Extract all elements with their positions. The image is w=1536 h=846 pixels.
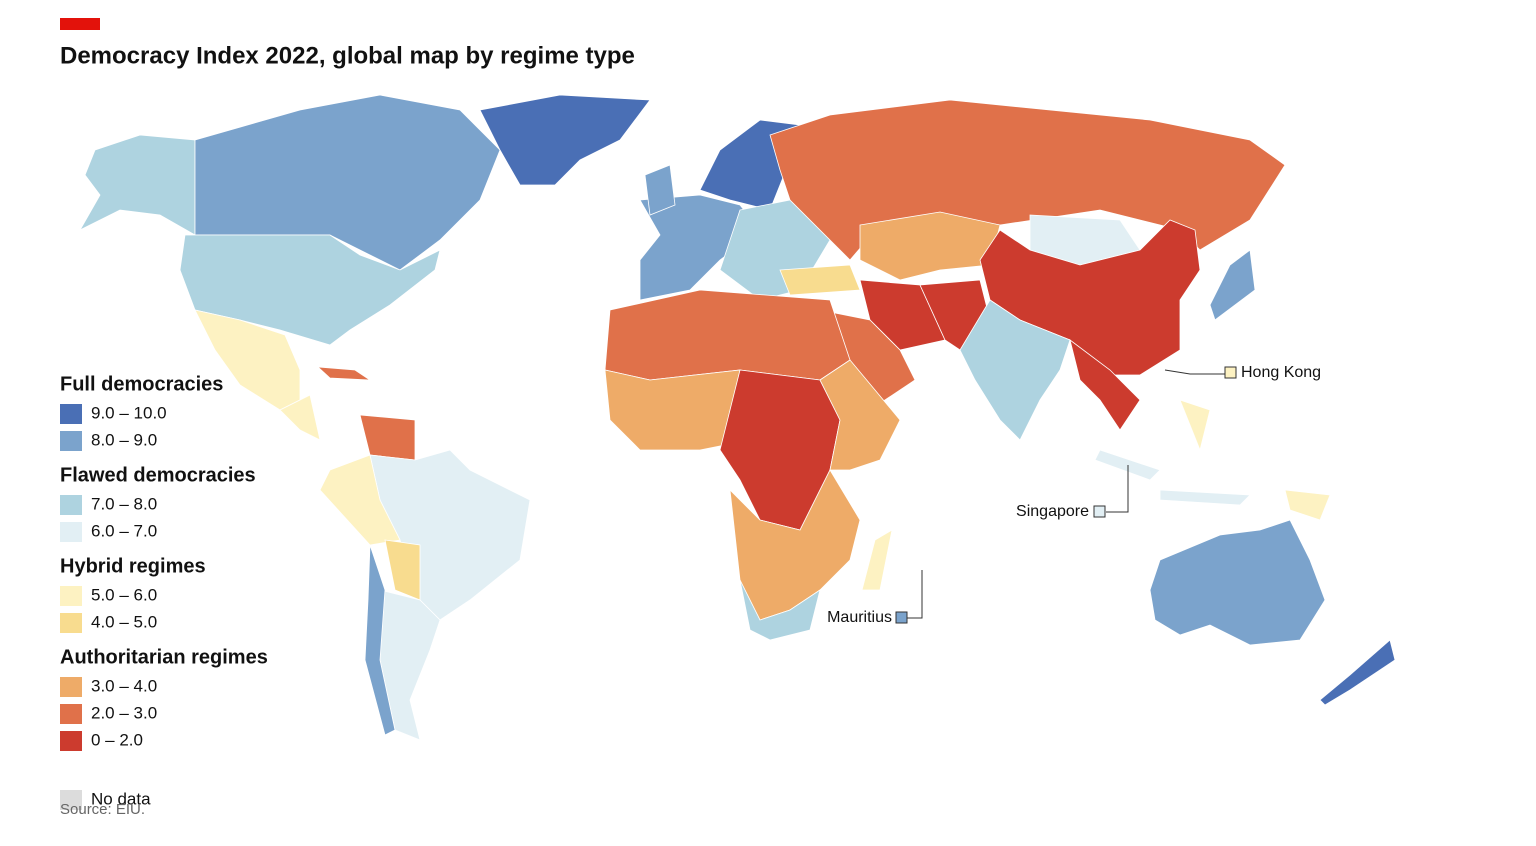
source: Source: EIU.: [60, 801, 145, 818]
region: [1179, 399, 1211, 452]
callout-label: Singapore: [1016, 503, 1089, 520]
legend-swatch: [60, 731, 82, 751]
region: [384, 539, 421, 601]
legend-heading: Hybrid regimes: [60, 555, 206, 577]
legend-swatch: [60, 522, 82, 542]
legend-label: 6.0 – 7.0: [91, 521, 157, 540]
region: [644, 164, 676, 216]
region: [319, 454, 401, 546]
legend-swatch: [60, 586, 82, 606]
callout-swatch: [895, 611, 908, 624]
legend-label: 7.0 – 8.0: [91, 494, 157, 513]
region: [1149, 519, 1326, 646]
region: [479, 94, 651, 186]
legend-swatch: [60, 790, 82, 810]
legend-label: 9.0 – 10.0: [91, 403, 167, 422]
region: [819, 359, 901, 471]
legend-label: No data: [91, 789, 151, 808]
region: [316, 366, 372, 381]
region: [279, 394, 321, 441]
callout-label: Hong Kong: [1241, 364, 1321, 381]
legend-heading: Flawed democracies: [60, 464, 256, 486]
brand-bar: [60, 18, 100, 30]
region: [859, 279, 946, 351]
legend-label: 0 – 2.0: [91, 730, 143, 749]
region: [1209, 249, 1256, 321]
region: [959, 299, 1071, 441]
leader-line: [907, 570, 923, 619]
legend-label: 8.0 – 9.0: [91, 430, 157, 449]
legend-label: 5.0 – 6.0: [91, 585, 157, 604]
region: [359, 414, 416, 461]
callout-label: Mauritius: [827, 609, 892, 626]
leader-line: [1106, 465, 1129, 513]
region: [779, 264, 861, 296]
region: [78, 134, 196, 236]
callout-swatch: [1224, 366, 1237, 379]
callout-swatch: [1093, 505, 1106, 518]
legend-swatch: [60, 404, 82, 424]
region: [1159, 489, 1251, 506]
region: [1284, 489, 1331, 521]
region: [739, 579, 821, 641]
legend-label: 4.0 – 5.0: [91, 612, 157, 631]
region: [1319, 639, 1396, 706]
legend: Full democracies 9.0 – 10.0 8.0 – 9.0 Flawe…: [60, 373, 268, 810]
legend-swatch: [60, 431, 82, 451]
legend-heading: Full democracies: [60, 373, 223, 395]
region: [861, 529, 893, 591]
legend-heading: Authoritarian regimes: [60, 646, 268, 668]
region: [859, 211, 1001, 281]
callouts: Hong Kong Singapore Mauritius: [827, 364, 1321, 626]
region: [769, 99, 1286, 261]
legend-label: 2.0 – 3.0: [91, 703, 157, 722]
legend-swatch: [60, 495, 82, 515]
region: [1069, 339, 1141, 431]
legend-swatch: [60, 704, 82, 724]
legend-swatch: [60, 677, 82, 697]
leader-line: [1164, 369, 1225, 375]
region: [364, 544, 396, 736]
region: [639, 194, 761, 301]
region: [604, 289, 851, 381]
legend-label: 3.0 – 4.0: [91, 676, 157, 695]
title: Democracy Index 2022, global map by regi…: [60, 42, 635, 69]
world-map: [78, 94, 1396, 741]
legend-swatch: [60, 613, 82, 633]
